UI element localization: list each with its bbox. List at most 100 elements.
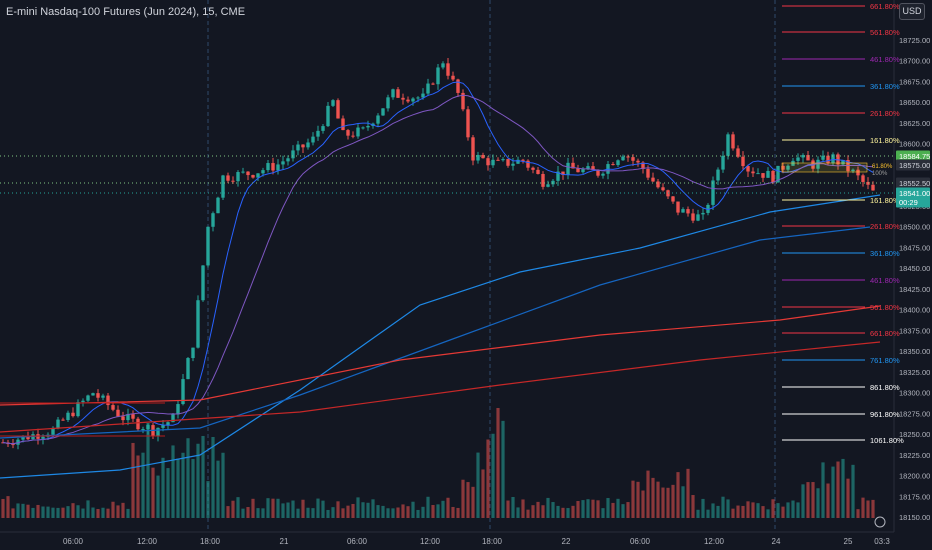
candle-body[interactable] bbox=[526, 160, 530, 168]
candle-body[interactable] bbox=[586, 166, 590, 170]
candle-body[interactable] bbox=[421, 93, 425, 98]
candle-body[interactable] bbox=[186, 358, 190, 380]
candle-body[interactable] bbox=[491, 159, 495, 166]
candle-body[interactable] bbox=[141, 429, 145, 431]
candle-body[interactable] bbox=[286, 158, 290, 162]
candle-body[interactable] bbox=[216, 197, 220, 214]
price-axis[interactable] bbox=[894, 0, 932, 550]
candle-body[interactable] bbox=[436, 67, 440, 85]
candle-body[interactable] bbox=[451, 75, 455, 80]
candle-body[interactable] bbox=[116, 409, 120, 417]
candle-body[interactable] bbox=[121, 416, 125, 421]
candle-body[interactable] bbox=[161, 425, 165, 428]
candle-body[interactable] bbox=[841, 160, 845, 165]
candle-body[interactable] bbox=[61, 419, 65, 421]
price-tag[interactable] bbox=[896, 159, 930, 171]
candle-body[interactable] bbox=[676, 201, 680, 213]
candle-body[interactable] bbox=[766, 170, 770, 178]
candle-body[interactable] bbox=[266, 163, 270, 171]
candle-body[interactable] bbox=[146, 425, 150, 430]
candle-body[interactable] bbox=[341, 118, 345, 131]
candle-body[interactable] bbox=[391, 89, 395, 98]
candle-body[interactable] bbox=[601, 173, 605, 176]
candle-body[interactable] bbox=[206, 226, 210, 266]
candle-body[interactable] bbox=[751, 171, 755, 174]
candle-body[interactable] bbox=[736, 148, 740, 157]
candle-body[interactable] bbox=[791, 160, 795, 166]
price-tag[interactable] bbox=[896, 196, 930, 208]
candle-body[interactable] bbox=[871, 184, 875, 191]
candle-body[interactable] bbox=[236, 172, 240, 182]
candle-body[interactable] bbox=[21, 435, 25, 440]
candle-body[interactable] bbox=[471, 137, 475, 161]
candle-body[interactable] bbox=[646, 168, 650, 178]
candle-body[interactable] bbox=[81, 400, 85, 403]
candle-body[interactable] bbox=[836, 154, 840, 165]
candle-body[interactable] bbox=[576, 168, 580, 173]
candle-body[interactable] bbox=[806, 155, 810, 161]
candle-body[interactable] bbox=[26, 435, 30, 440]
candle-body[interactable] bbox=[16, 439, 20, 445]
candle-body[interactable] bbox=[126, 414, 130, 421]
candle-body[interactable] bbox=[456, 79, 460, 93]
candle-body[interactable] bbox=[691, 213, 695, 221]
candle-body[interactable] bbox=[461, 92, 465, 110]
candle-body[interactable] bbox=[581, 169, 585, 173]
candle-body[interactable] bbox=[366, 125, 370, 128]
candle-body[interactable] bbox=[521, 159, 525, 161]
candle-body[interactable] bbox=[516, 159, 520, 164]
candle-body[interactable] bbox=[356, 127, 360, 137]
currency-button[interactable]: USD bbox=[899, 3, 925, 20]
candle-body[interactable] bbox=[616, 160, 620, 166]
symbol-title[interactable]: E-mini Nasdaq-100 Futures (Jun 2024), 15… bbox=[6, 6, 246, 18]
candle-body[interactable] bbox=[326, 105, 330, 127]
candle-body[interactable] bbox=[296, 144, 300, 151]
candle-body[interactable] bbox=[281, 161, 285, 165]
candle-body[interactable] bbox=[336, 100, 340, 119]
candle-body[interactable] bbox=[316, 130, 320, 137]
candle-body[interactable] bbox=[696, 214, 700, 221]
candle-body[interactable] bbox=[321, 126, 325, 131]
candle-body[interactable] bbox=[661, 187, 665, 191]
candle-body[interactable] bbox=[311, 136, 315, 143]
candle-body[interactable] bbox=[401, 97, 405, 100]
candle-body[interactable] bbox=[306, 142, 310, 148]
candle-body[interactable] bbox=[571, 162, 575, 169]
candle-body[interactable] bbox=[501, 159, 505, 161]
candle-body[interactable] bbox=[821, 155, 825, 160]
candle-body[interactable] bbox=[596, 169, 600, 176]
candle-body[interactable] bbox=[171, 414, 175, 423]
candle-body[interactable] bbox=[211, 213, 215, 227]
candle-body[interactable] bbox=[651, 177, 655, 182]
candle-body[interactable] bbox=[561, 171, 565, 175]
candle-body[interactable] bbox=[826, 155, 830, 164]
candle-body[interactable] bbox=[131, 414, 135, 419]
candle-body[interactable] bbox=[701, 212, 705, 215]
candle-body[interactable] bbox=[776, 165, 780, 183]
candle-body[interactable] bbox=[801, 155, 805, 158]
candle-body[interactable] bbox=[301, 144, 305, 148]
candle-body[interactable] bbox=[241, 171, 245, 173]
candle-body[interactable] bbox=[71, 412, 75, 417]
candle-body[interactable] bbox=[231, 180, 235, 182]
candle-body[interactable] bbox=[541, 173, 545, 187]
candle-body[interactable] bbox=[476, 154, 480, 161]
candle-body[interactable] bbox=[446, 63, 450, 76]
candle-body[interactable] bbox=[631, 157, 635, 161]
candle-body[interactable] bbox=[856, 169, 860, 176]
candle-body[interactable] bbox=[611, 164, 615, 166]
price-tag[interactable] bbox=[896, 187, 930, 199]
candle-body[interactable] bbox=[746, 166, 750, 172]
candle-body[interactable] bbox=[411, 98, 415, 102]
candle-body[interactable] bbox=[431, 83, 435, 85]
candle-body[interactable] bbox=[511, 163, 515, 166]
candle-body[interactable] bbox=[781, 165, 785, 170]
candle-body[interactable] bbox=[246, 171, 250, 176]
candle-body[interactable] bbox=[251, 175, 255, 178]
candle-body[interactable] bbox=[656, 181, 660, 188]
candle-body[interactable] bbox=[56, 419, 60, 428]
candle-body[interactable] bbox=[41, 436, 45, 439]
candle-body[interactable] bbox=[566, 162, 570, 175]
